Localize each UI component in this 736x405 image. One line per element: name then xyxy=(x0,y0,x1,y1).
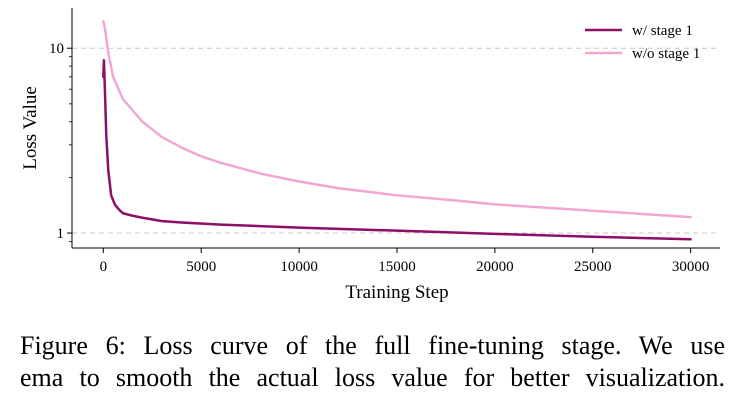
loss-chart: 0 5000 10000 15000 20000 25000 30000 1 10 Train… xyxy=(20,8,720,303)
y-minor-ticks xyxy=(69,56,72,242)
x-ticks: 0 5000 10000 15000 20000 25000 30000 xyxy=(100,248,710,275)
x-tick-label: 0 xyxy=(100,259,108,275)
series-line-without-stage-1 xyxy=(102,19,692,219)
series-lines xyxy=(102,19,692,241)
y-tick-label: 1 xyxy=(57,226,65,242)
y-tick-label: 10 xyxy=(49,41,64,57)
caption-line-1: Figure 6: Loss curve of the full fine-tu… xyxy=(20,331,725,360)
y-grid xyxy=(72,47,720,234)
x-axis-label: Training Step xyxy=(345,282,448,303)
legend-label-without-stage-1: w/o stage 1 xyxy=(632,46,700,62)
caption-line-2: ema to smooth the actual loss value for … xyxy=(20,363,725,392)
x-tick-label: 20000 xyxy=(476,259,514,275)
figure-caption: Figure 6: Loss curve of the full fine-tu… xyxy=(20,330,725,394)
legend-label-with-stage-1: w/ stage 1 xyxy=(632,23,693,39)
legend: w/ stage 1 w/o stage 1 xyxy=(585,23,700,62)
x-tick-label: 30000 xyxy=(672,259,710,275)
y-ticks: 1 10 xyxy=(49,41,72,242)
x-tick-label: 15000 xyxy=(378,259,416,275)
x-tick-label: 10000 xyxy=(280,259,318,275)
x-tick-label: 5000 xyxy=(186,259,216,275)
y-axis-label: Loss Value xyxy=(20,86,41,170)
x-tick-label: 25000 xyxy=(574,259,612,275)
series-line-with-stage-1 xyxy=(102,59,692,241)
